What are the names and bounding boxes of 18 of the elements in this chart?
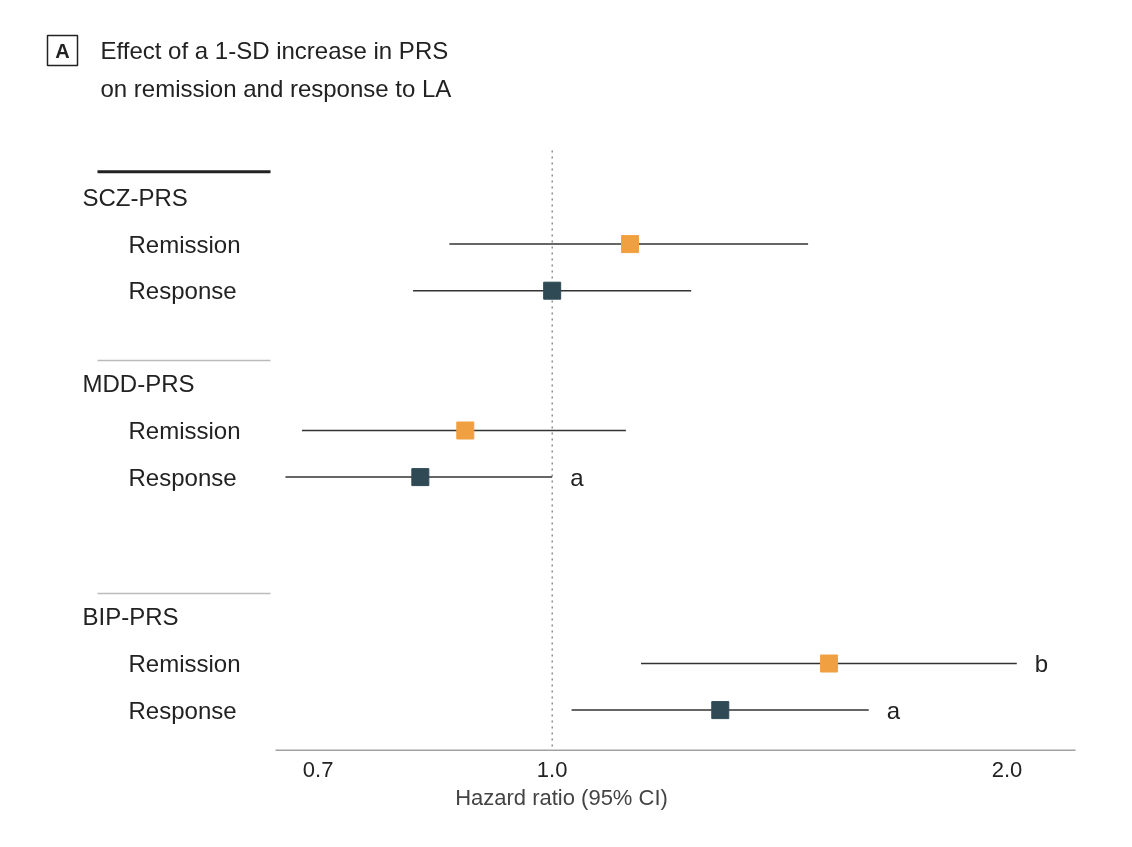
y-tick-label: Remission	[128, 230, 241, 258]
x-tick-label: 0.7	[302, 756, 334, 782]
annotation: a	[570, 463, 585, 491]
x-axis-title: Hazard ratio (95% CI)	[455, 784, 668, 810]
y-tick-label: Remission	[128, 650, 241, 677]
y-tick-label: Response	[128, 277, 237, 305]
annotation: a	[886, 696, 901, 724]
x-tick-label: 1.0	[536, 756, 568, 782]
y-tick-label: Response	[128, 696, 237, 724]
y-tick-label: Response	[128, 463, 237, 491]
text: BIP-PRS	[82, 603, 179, 631]
annotation: b	[1034, 650, 1049, 677]
y-tick-label: Remission	[128, 417, 241, 444]
x-tick-label: 2.0	[991, 756, 1023, 782]
chart-title: Effect of a 1-SD increase in PRS on remission and response to LA	[100, 37, 452, 102]
text: MDD-PRS	[82, 370, 195, 398]
text: A	[55, 39, 70, 62]
text: SCZ-PRS	[82, 184, 188, 211]
